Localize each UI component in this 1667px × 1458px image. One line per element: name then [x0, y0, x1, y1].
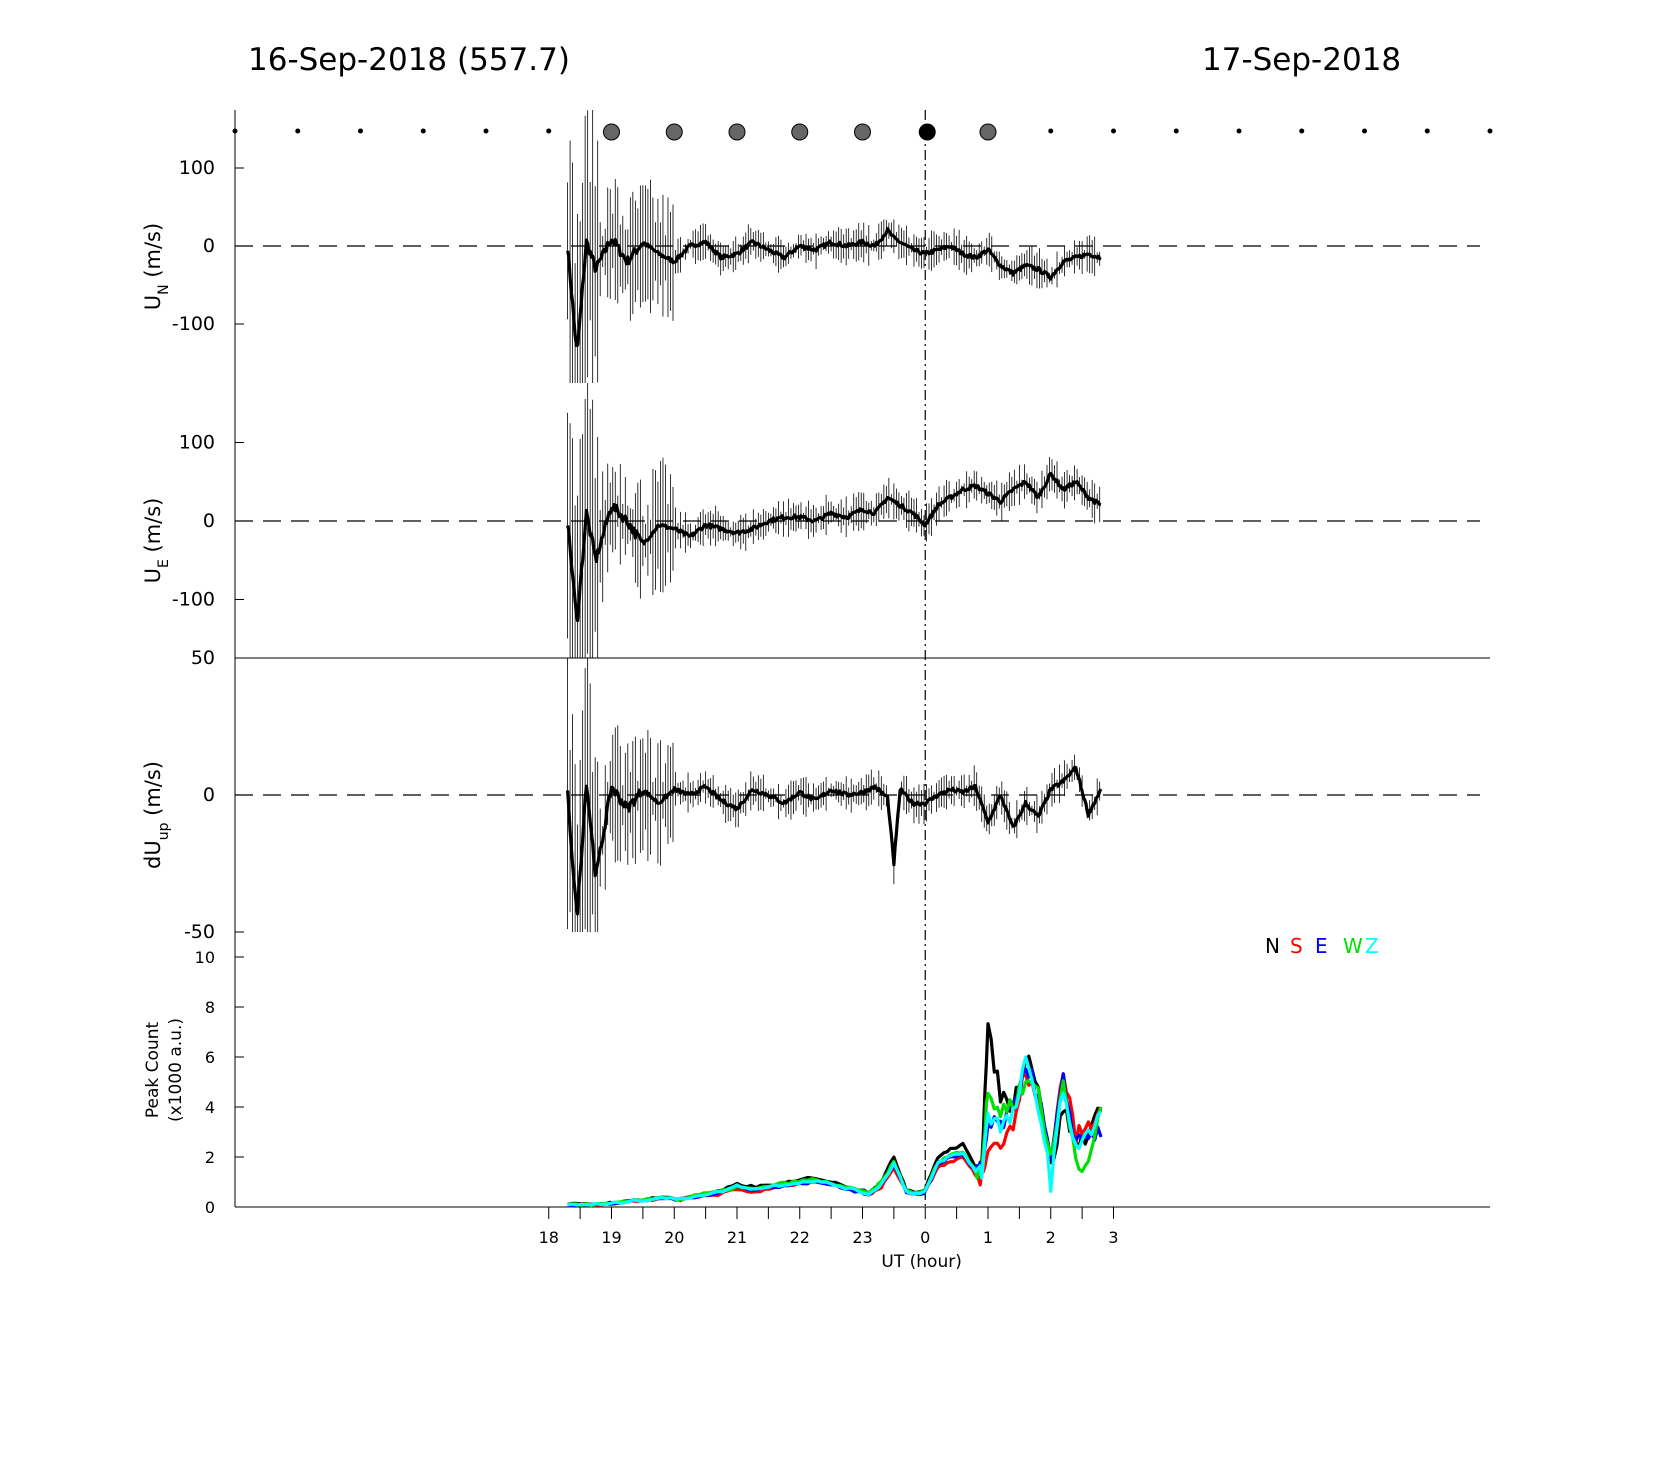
legend-z: Z	[1365, 934, 1379, 958]
large-dot-marker	[854, 123, 871, 141]
xtick-label: 1	[983, 1228, 993, 1247]
series-line-n	[567, 1022, 1103, 1207]
large-dot-marker	[603, 123, 620, 141]
small-dot-marker	[1111, 128, 1116, 134]
y-axis-label: dUup (m/s)	[141, 761, 172, 869]
ytick-label: 100	[179, 157, 215, 179]
ytick-label: 0	[203, 510, 215, 532]
ytick-label: 100	[179, 432, 215, 454]
xtick-label: 2	[1046, 1228, 1056, 1247]
ytick-label: 0	[203, 235, 215, 257]
x-axis-label: UT (hour)	[881, 1252, 961, 1272]
ytick-label: 4	[205, 1098, 215, 1117]
ytick-label: 6	[205, 1048, 215, 1067]
legend-e: E	[1315, 934, 1328, 958]
small-dot-marker	[1048, 128, 1054, 134]
ytick-label: -100	[172, 589, 215, 611]
small-dot-marker	[1487, 128, 1493, 134]
data-line	[566, 765, 1103, 916]
legend-w: W	[1343, 934, 1363, 958]
series-line-z	[567, 1055, 1103, 1207]
right-date-title: 17-Sep-2018	[1202, 42, 1402, 78]
xtick-label: 23	[852, 1228, 872, 1247]
small-dot-marker	[1173, 128, 1179, 134]
small-dot-marker	[358, 128, 363, 134]
small-dot-marker	[483, 128, 489, 134]
ytick-label: -100	[172, 313, 215, 335]
filled-dot-marker	[918, 123, 936, 141]
xtick-label: 22	[790, 1228, 810, 1247]
xtick-label: 21	[727, 1228, 747, 1247]
ytick-label: 0	[205, 1198, 215, 1217]
small-dot-marker	[1299, 128, 1305, 134]
ytick-label: 50	[191, 647, 215, 669]
data-line	[566, 227, 1102, 347]
xtick-label: 19	[601, 1228, 621, 1247]
y-axis-label: UE (m/s)	[141, 498, 172, 584]
left-date-title: 16-Sep-2018 (557.7)	[248, 42, 570, 78]
xtick-label: 0	[920, 1228, 930, 1247]
small-dot-marker	[1362, 128, 1367, 134]
large-dot-marker	[665, 123, 683, 141]
ytick-label: 2	[205, 1148, 215, 1167]
data-line	[566, 471, 1102, 623]
large-dot-marker	[979, 123, 997, 141]
xtick-label: 20	[664, 1228, 684, 1247]
ytick-label: -50	[184, 921, 215, 943]
ytick-label: 10	[195, 948, 215, 967]
small-dot-marker	[1236, 128, 1242, 134]
small-dot-marker	[295, 128, 301, 134]
peak-count-label-line1: Peak Count	[143, 1022, 163, 1119]
ytick-label: 0	[203, 784, 215, 806]
peak-count-label-line2: (x1000 a.u.)	[166, 1018, 186, 1122]
legend-n: N	[1265, 934, 1280, 958]
small-dot-marker	[546, 128, 552, 134]
large-dot-marker	[728, 123, 746, 141]
ytick-label: 8	[205, 998, 215, 1017]
small-dot-marker	[420, 128, 426, 134]
y-axis-label: UN (m/s)	[141, 223, 172, 310]
xtick-label: 18	[539, 1228, 559, 1247]
legend-s: S	[1290, 934, 1303, 958]
small-dot-marker	[232, 128, 238, 134]
large-dot-marker	[791, 123, 809, 141]
small-dot-marker	[1424, 128, 1430, 134]
xtick-label: 3	[1108, 1228, 1118, 1247]
